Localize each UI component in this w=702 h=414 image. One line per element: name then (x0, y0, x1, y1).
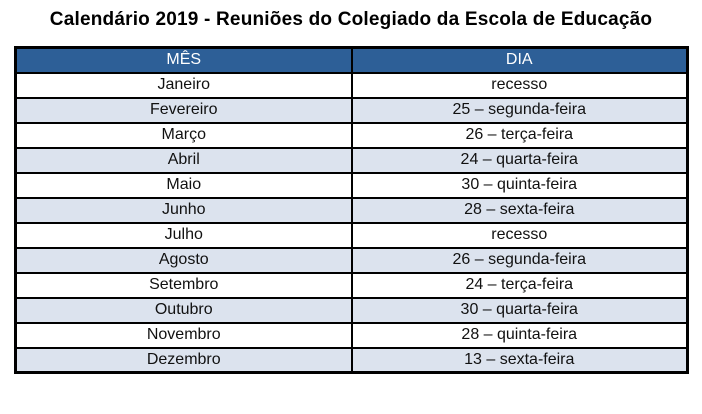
calendar-table: MÊS DIA Janeiro recesso Fevereiro 25 – segun… (14, 46, 689, 374)
month-cell: Março (14, 121, 353, 149)
calendar-table-container: MÊS DIA Janeiro recesso Fevereiro 25 – segun… (14, 46, 689, 374)
table-body: Janeiro recesso Fevereiro 25 – segunda-feir… (14, 71, 689, 374)
column-header-dia: DIA (350, 46, 689, 74)
table-row: Agosto 26 – segunda-feira (14, 246, 689, 274)
page-title: Calendário 2019 - Reuniões do Colegiado … (49, 9, 653, 30)
month-cell: Novembro (14, 321, 353, 349)
day-cell: 30 – quinta-feira (350, 171, 689, 199)
month-cell: Maio (14, 171, 353, 199)
day-cell: 24 – terça-feira (350, 271, 689, 299)
day-cell: 28 – quinta-feira (350, 321, 689, 349)
table-row: Janeiro recesso (14, 71, 689, 99)
day-cell: recesso (350, 71, 689, 99)
table-row: Novembro 28 – quinta-feira (14, 321, 689, 349)
table-row: Junho 28 – sexta-feira (14, 196, 689, 224)
day-cell: 26 – segunda-feira (350, 246, 689, 274)
month-cell: Setembro (14, 271, 353, 299)
month-cell: Fevereiro (14, 96, 353, 124)
day-cell: 26 – terça-feira (350, 121, 689, 149)
table-row: Maio 30 – quinta-feira (14, 171, 689, 199)
table-row: Fevereiro 25 – segunda-feira (14, 96, 689, 124)
table-row: Abril 24 – quarta-feira (14, 146, 689, 174)
month-cell: Junho (14, 196, 353, 224)
column-header-mes: MÊS (14, 46, 353, 74)
table-row: Outubro 30 – quarta-feira (14, 296, 689, 324)
month-cell: Abril (14, 146, 353, 174)
day-cell: 24 – quarta-feira (350, 146, 689, 174)
day-cell: recesso (350, 221, 689, 249)
day-cell: 25 – segunda-feira (350, 96, 689, 124)
day-cell: 28 – sexta-feira (350, 196, 689, 224)
day-cell: 13 – sexta-feira (350, 346, 689, 374)
month-cell: Outubro (14, 296, 353, 324)
table-row: Dezembro 13 – sexta-feira (14, 346, 689, 374)
day-cell: 30 – quarta-feira (350, 296, 689, 324)
month-cell: Dezembro (14, 346, 353, 374)
month-cell: Janeiro (14, 71, 353, 99)
month-cell: Julho (14, 221, 353, 249)
table-row: Setembro 24 – terça-feira (14, 271, 689, 299)
month-cell: Agosto (14, 246, 353, 274)
table-row: Março 26 – terça-feira (14, 121, 689, 149)
table-row: Julho recesso (14, 221, 689, 249)
table-header-row: MÊS DIA (14, 46, 689, 74)
